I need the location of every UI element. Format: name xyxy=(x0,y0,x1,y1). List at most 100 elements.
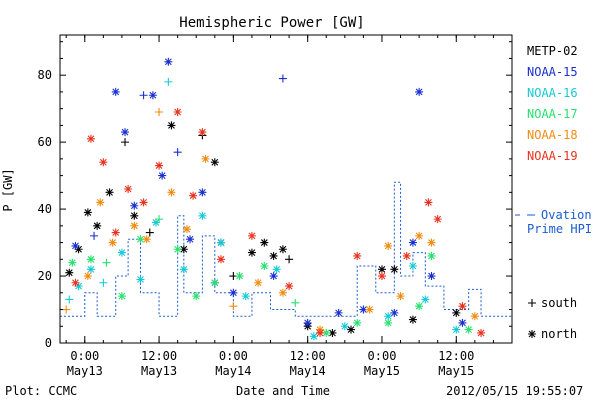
data-point-south xyxy=(173,148,182,157)
data-point-north xyxy=(189,191,198,200)
data-points-layer xyxy=(62,57,486,341)
data-point-north xyxy=(408,238,417,247)
data-point-north xyxy=(74,282,83,291)
data-point-north xyxy=(198,211,207,220)
data-point-north xyxy=(384,318,393,327)
legend-item-metp-02: METP-02 xyxy=(527,44,578,58)
data-point-north xyxy=(210,158,219,167)
data-point-north xyxy=(421,295,430,304)
data-point-north xyxy=(353,251,362,260)
data-point-north xyxy=(433,215,442,224)
data-point-north xyxy=(408,262,417,270)
data-point-north xyxy=(384,241,393,250)
data-point-north xyxy=(415,231,424,240)
data-point-north xyxy=(86,255,95,264)
legend-item-noaa-19: NOAA-19 xyxy=(527,149,578,163)
legend-item-noaa-17: NOAA-17 xyxy=(527,107,578,121)
data-point-south xyxy=(121,138,130,147)
data-point-north xyxy=(452,325,461,334)
data-point-north xyxy=(334,308,343,317)
data-point-north xyxy=(93,221,102,230)
data-point-north xyxy=(186,235,195,244)
data-point-north xyxy=(167,188,176,197)
data-point-north xyxy=(260,262,269,270)
data-point-north xyxy=(192,292,201,301)
data-point-south xyxy=(145,228,154,237)
data-point-north xyxy=(269,251,278,260)
data-point-north xyxy=(377,272,386,281)
y-tick-label: 20 xyxy=(38,269,52,283)
data-point-north xyxy=(303,318,312,327)
x-tick-label-date: May15 xyxy=(364,364,400,378)
data-point-north xyxy=(427,238,436,247)
series-noaa-17 xyxy=(68,215,473,337)
data-point-north xyxy=(278,245,287,254)
data-point-north xyxy=(247,248,256,257)
data-point-north xyxy=(241,292,250,301)
legend-layer: METP-02 NOAA-15 NOAA-16 NOAA-17 NOAA-18 NOAA-… xyxy=(515,44,592,341)
legend-marker-label-north: north xyxy=(541,327,577,341)
data-point-north xyxy=(458,318,467,327)
data-point-north xyxy=(182,225,191,234)
y-tick-label: 40 xyxy=(38,202,52,216)
data-point-north xyxy=(130,211,139,220)
data-point-north xyxy=(139,198,148,207)
x-tick-label-time: 0:00 xyxy=(70,349,99,363)
data-point-north xyxy=(269,272,278,281)
data-point-north xyxy=(105,188,114,197)
x-tick-label-date: May13 xyxy=(141,364,177,378)
series-noaa-16 xyxy=(65,77,461,341)
ovation-hpi-line xyxy=(60,181,512,317)
data-point-north xyxy=(99,158,108,167)
data-point-south xyxy=(285,255,294,264)
footer-plot-credit: Plot: CCMC xyxy=(5,384,77,398)
y-tick-label: 0 xyxy=(45,336,52,350)
legend-item-noaa-18: NOAA-18 xyxy=(527,128,578,142)
data-point-north xyxy=(458,302,467,311)
data-point-north xyxy=(390,308,399,317)
data-point-north xyxy=(136,275,145,284)
data-point-north xyxy=(121,128,130,137)
data-point-north xyxy=(216,255,225,264)
data-point-south xyxy=(291,298,300,307)
data-point-north xyxy=(96,198,105,207)
y-tick-label: 60 xyxy=(38,135,52,149)
data-point-north xyxy=(71,278,80,287)
series-noaa-19 xyxy=(71,108,486,337)
data-point-north xyxy=(151,218,160,227)
data-point-north xyxy=(198,128,207,137)
data-point-north xyxy=(285,282,294,291)
legend-ovation-label-line1: Ovation xyxy=(541,208,592,222)
data-point-north xyxy=(477,328,486,337)
data-point-north xyxy=(365,305,374,314)
series-noaa-15 xyxy=(71,57,467,327)
data-point-south xyxy=(139,91,148,100)
data-point-north xyxy=(322,328,331,337)
data-point-north xyxy=(173,245,182,254)
data-point-north xyxy=(316,328,325,337)
data-point-north xyxy=(148,91,157,100)
data-point-north xyxy=(124,185,133,193)
data-point-south xyxy=(164,77,173,86)
data-point-south xyxy=(62,305,71,314)
data-point-north xyxy=(136,235,145,244)
data-point-north xyxy=(427,251,436,260)
data-point-south xyxy=(155,215,164,224)
legend-item-noaa-16: NOAA-16 xyxy=(527,86,578,100)
x-tick-label-time: 12:00 xyxy=(141,349,177,363)
footer-timestamp: 2012/05/15 19:55:07 xyxy=(446,384,583,398)
data-point-north xyxy=(396,292,405,301)
data-point-north xyxy=(260,238,269,247)
data-point-north xyxy=(340,322,349,331)
data-point-north xyxy=(130,221,139,230)
ovation-hpi-layer xyxy=(60,181,512,317)
data-point-north xyxy=(272,265,281,274)
data-point-north xyxy=(111,228,120,237)
data-point-south xyxy=(229,302,238,311)
x-tick-label-time: 12:00 xyxy=(438,349,474,363)
x-axis-label: Date and Time xyxy=(236,384,330,398)
axes-layer: 0204060800:00May1312:00May130:00May1412:… xyxy=(38,34,513,378)
data-point-north xyxy=(452,308,461,317)
data-point-north xyxy=(71,241,80,250)
